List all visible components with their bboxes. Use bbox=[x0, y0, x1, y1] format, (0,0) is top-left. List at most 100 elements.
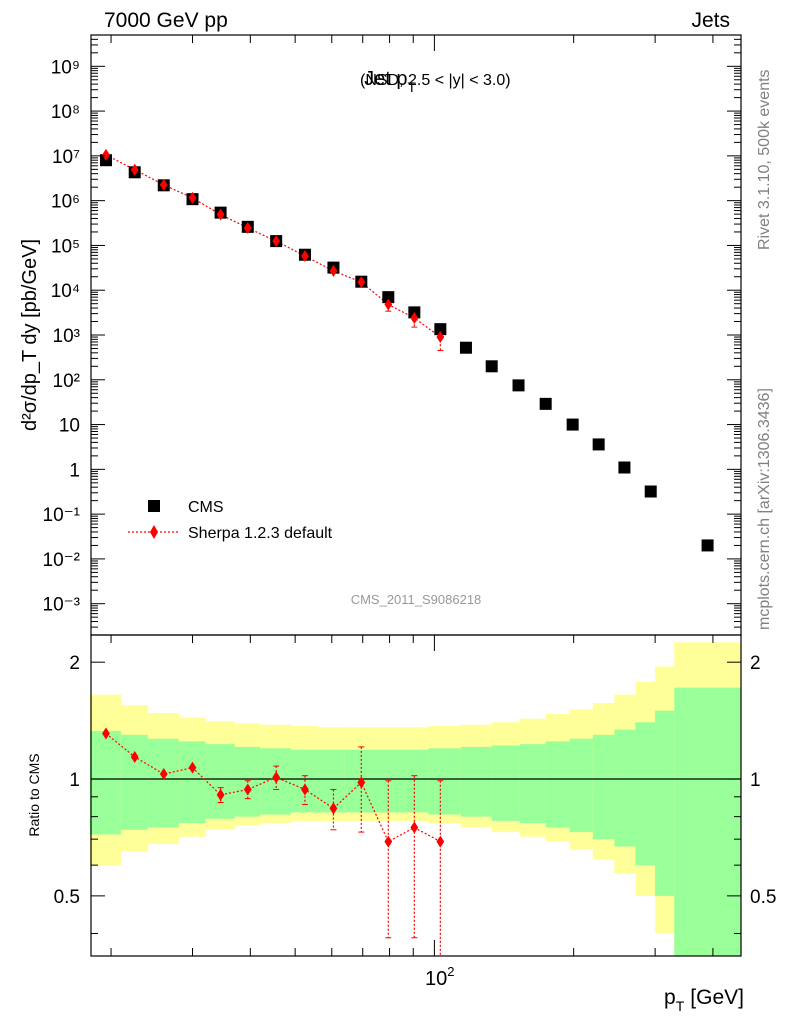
y-tick-label: 10² bbox=[53, 371, 80, 392]
uncertainty-band-inner bbox=[545, 741, 571, 828]
mcplots-source-label: mcplots.cern.ch [arXiv:1306.3436] bbox=[756, 388, 773, 630]
ratio-sherpa-point bbox=[102, 727, 110, 740]
y-tick-label: 10 bbox=[59, 416, 80, 437]
xaxis-label-subscript: T bbox=[676, 998, 685, 1014]
y-tick-label: 10⁸ bbox=[51, 102, 80, 123]
sherpa-data-point bbox=[243, 222, 252, 235]
main-ylabel: d²σ/dp_T dy [pb/GeV] bbox=[19, 239, 41, 431]
uncertainty-band-inner bbox=[727, 687, 742, 956]
cms-data-point bbox=[644, 485, 657, 498]
ratio-sherpa-point bbox=[357, 776, 366, 789]
plot-title: Jet pT bbox=[364, 68, 416, 95]
analysis-id-label: CMS_2011_S9086218 bbox=[351, 592, 482, 607]
ratio-sherpa-point bbox=[301, 783, 309, 796]
sherpa-data-point bbox=[188, 191, 197, 204]
ratio-y-tick-label-right: 0.5 bbox=[750, 887, 776, 908]
uncertainty-band-inner bbox=[710, 687, 728, 956]
ratio-sherpa-point bbox=[188, 761, 197, 774]
process-label: Jets bbox=[691, 9, 730, 32]
cms-data-point bbox=[434, 323, 447, 336]
uncertainty-band-inner bbox=[317, 749, 346, 813]
uncertainty-band-inner bbox=[178, 741, 206, 824]
ratio-sherpa-point bbox=[272, 771, 281, 784]
ratio-sherpa-point bbox=[410, 821, 419, 834]
cms-data-point bbox=[539, 397, 552, 410]
ratio-sherpa-point bbox=[384, 835, 393, 848]
uncertainty-band-inner bbox=[89, 730, 122, 835]
ratio-y-tick-label-right: 1 bbox=[750, 770, 761, 791]
ratio-frame bbox=[90, 634, 742, 957]
y-tick-label: 10⁶ bbox=[51, 192, 80, 213]
xaxis-label-main: p bbox=[664, 986, 676, 1009]
plot-title-extra: (NSD, 2.5 < |y| < 3.0) bbox=[360, 72, 511, 89]
cms-data-point bbox=[566, 418, 579, 431]
sherpa-data-point bbox=[436, 331, 445, 344]
y-tick-label: 10⁻¹ bbox=[43, 505, 81, 526]
energy-label: 7000 GeV pp bbox=[104, 9, 228, 32]
rivet-version-label: Rivet 3.1.10, 500k events bbox=[756, 69, 773, 250]
xaxis-label: pT [GeV] bbox=[664, 986, 744, 1014]
legend: CMS Sherpa 1.2.3 default bbox=[128, 499, 333, 542]
cms-data-point bbox=[459, 341, 472, 354]
y-tick-label: 10⁻² bbox=[43, 550, 81, 571]
uncertainty-band-inner bbox=[460, 746, 493, 817]
main-frame bbox=[90, 34, 742, 636]
sherpa-data-point bbox=[410, 311, 419, 324]
sherpa-data-point bbox=[301, 250, 309, 263]
plot-title-subscript: T bbox=[407, 79, 416, 95]
ratio-y-tick-label-left: 1 bbox=[69, 770, 80, 791]
uncertainty-band-inner bbox=[592, 734, 615, 840]
uncertainty-band-inner bbox=[614, 729, 636, 847]
sherpa-data-point bbox=[272, 235, 281, 248]
y-tick-label: 1 bbox=[69, 460, 80, 481]
uncertainty-band-inner bbox=[147, 738, 180, 828]
cms-data-point bbox=[618, 461, 631, 474]
uncertainty-band-inner bbox=[569, 738, 594, 833]
xtick-label-base: 10 bbox=[425, 968, 447, 990]
ratio-sherpa-point bbox=[436, 835, 445, 848]
y-tick-label: 10⁴ bbox=[51, 281, 80, 302]
cms-data-point bbox=[485, 360, 498, 373]
sherpa-data-point bbox=[384, 298, 393, 311]
uncertainty-band-inner bbox=[674, 687, 694, 956]
sherpa-data-point bbox=[216, 208, 225, 221]
cms-data-point bbox=[701, 539, 714, 552]
y-tick-label: 10⁷ bbox=[52, 147, 80, 168]
uncertainty-band-inner bbox=[635, 722, 656, 866]
ratio-panel: 0.5 0.51 12 2 Ratio to CMS pT [GeV] 102 bbox=[26, 634, 776, 1014]
ratio-sherpa-point bbox=[243, 783, 252, 796]
xaxis-label-unit: [GeV] bbox=[690, 986, 744, 1009]
cms-data-point bbox=[382, 291, 395, 304]
ratio-sherpa-point bbox=[216, 788, 225, 801]
sherpa-data-point bbox=[329, 264, 338, 277]
y-tick-label: 10⁹ bbox=[51, 57, 80, 78]
y-tick-label: 10³ bbox=[53, 326, 80, 347]
legend-label-cms: CMS bbox=[188, 499, 224, 516]
plot-title-main: Jet p bbox=[364, 68, 407, 90]
ratio-sherpa-point bbox=[329, 802, 338, 815]
sherpa-data-point bbox=[102, 148, 110, 161]
legend-marker-sherpa bbox=[150, 525, 158, 539]
xtick-label-exponent: 2 bbox=[447, 964, 454, 979]
ratio-y-tick-label-left: 2 bbox=[69, 653, 80, 674]
y-tick-label: 10⁻³ bbox=[43, 595, 81, 616]
sherpa-data-point bbox=[130, 163, 139, 176]
sherpa-data-point bbox=[357, 276, 366, 289]
ratio-ylabel: Ratio to CMS bbox=[26, 753, 42, 836]
y-tick-label: 10⁵ bbox=[51, 236, 80, 257]
uncertainty-band-inner bbox=[692, 687, 711, 956]
ratio-y-tick-label-left: 0.5 bbox=[54, 887, 80, 908]
legend-marker-cms bbox=[148, 500, 160, 512]
uncertainty-band-inner bbox=[428, 748, 462, 815]
uncertainty-band-inner bbox=[655, 710, 675, 896]
cms-data-point bbox=[592, 438, 605, 451]
ratio-y-tick-label-right: 2 bbox=[750, 653, 761, 674]
uncertainty-band-inner bbox=[120, 734, 149, 830]
sherpa-data-point bbox=[159, 178, 168, 191]
uncertainty-band-inner bbox=[205, 744, 236, 819]
ratio-sherpa-point bbox=[159, 768, 168, 781]
uncertainty-band-inner bbox=[491, 745, 521, 821]
uncertainty-band-inner bbox=[519, 744, 547, 824]
main-panel: 10⁻³10⁻²10⁻¹11010²10³10⁴10⁵10⁶10⁷10⁸10⁹ … bbox=[19, 34, 742, 636]
